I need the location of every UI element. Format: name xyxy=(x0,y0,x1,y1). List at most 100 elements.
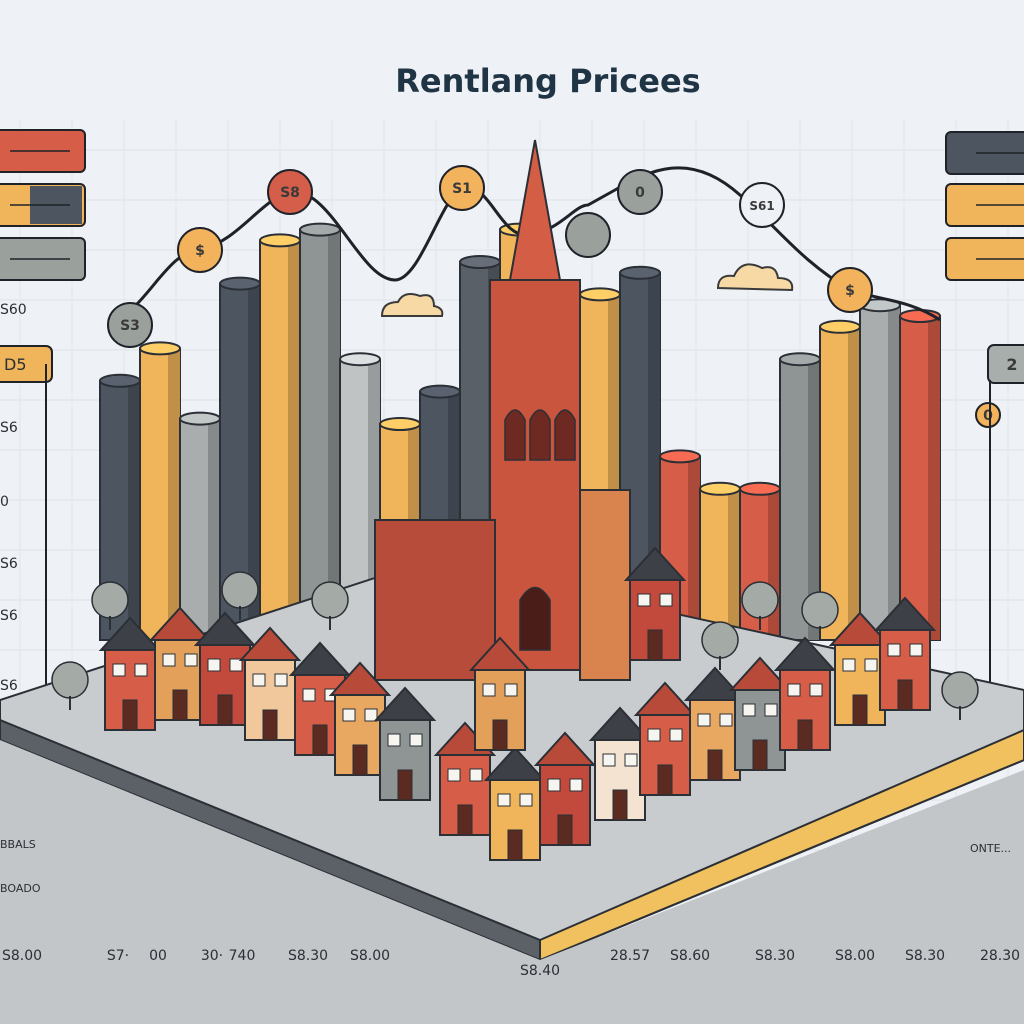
bar-top xyxy=(339,352,381,367)
bar-shade xyxy=(168,348,180,640)
house-window xyxy=(659,593,673,607)
house-window xyxy=(719,713,733,727)
house-window xyxy=(409,733,423,747)
house-roof xyxy=(238,626,302,661)
legend-swatch xyxy=(0,129,86,173)
price-marker-box xyxy=(987,344,1024,384)
house-window xyxy=(134,663,148,677)
cathedral-nave xyxy=(374,519,496,681)
tree-crown xyxy=(741,581,779,619)
legend-swatch xyxy=(945,183,1024,227)
price-marker: S1 xyxy=(439,165,485,211)
house-roof xyxy=(533,731,597,766)
house-window xyxy=(342,708,356,722)
x-tick-label: 28.30 xyxy=(980,948,1020,964)
town-scene xyxy=(0,139,1024,1024)
bar-top xyxy=(379,417,421,431)
house-window xyxy=(229,658,243,672)
house-door xyxy=(397,769,413,801)
cathedral-window xyxy=(504,409,526,461)
price-marker: $ xyxy=(177,227,223,273)
price-marker-circle xyxy=(975,402,1001,428)
x-tick-label: S8.60 xyxy=(670,948,710,964)
price-marker-label: S61 xyxy=(749,199,774,213)
price-marker-circle xyxy=(267,169,313,215)
house-door xyxy=(557,814,573,846)
bar-top xyxy=(739,481,781,496)
legend-swatch xyxy=(0,237,86,281)
house-door xyxy=(657,764,673,796)
tree xyxy=(221,571,259,620)
tree-crown xyxy=(91,581,129,619)
house-door xyxy=(122,699,138,731)
house-window xyxy=(112,663,126,677)
bar-top xyxy=(299,222,341,237)
cathedral xyxy=(374,139,631,681)
chart-title: Rentlang Pricees xyxy=(395,62,700,100)
house-roof xyxy=(483,746,547,781)
tree xyxy=(51,661,89,710)
house-roof xyxy=(773,636,837,671)
bar xyxy=(859,298,901,641)
house-roof xyxy=(468,636,532,671)
house-window xyxy=(162,653,176,667)
house-window xyxy=(569,778,583,792)
house-door xyxy=(897,679,913,711)
bar xyxy=(779,352,821,641)
cathedral-spire xyxy=(508,139,562,281)
legend-swatch xyxy=(0,183,86,227)
side-label: BBALS xyxy=(0,838,36,851)
house-window xyxy=(364,708,378,722)
tree xyxy=(941,671,979,720)
bar-top xyxy=(459,255,501,269)
price-marker: S3 xyxy=(107,302,153,348)
bar-top xyxy=(619,265,661,280)
price-marker-label: 0 xyxy=(983,408,993,424)
house-door xyxy=(457,804,473,836)
price-marker: S8 xyxy=(267,169,313,215)
bar-shade xyxy=(848,326,860,640)
bar-top xyxy=(99,373,141,388)
house-roof xyxy=(728,656,792,691)
right-legend xyxy=(945,131,1024,720)
house-window xyxy=(787,683,801,697)
cloud-icon xyxy=(716,263,794,292)
platform-right-edge xyxy=(539,728,1024,962)
house-roof xyxy=(193,611,257,646)
bar-shade xyxy=(208,418,220,640)
house-window xyxy=(274,673,288,687)
y-tick-label: S6 xyxy=(0,420,18,436)
legend-swatch xyxy=(945,131,1024,175)
house-window xyxy=(809,683,823,697)
tree-crown xyxy=(701,621,739,659)
bar xyxy=(819,319,861,641)
house-door xyxy=(612,789,628,821)
bar-shade xyxy=(808,359,820,640)
house-door xyxy=(507,829,523,861)
legend-badge-rect xyxy=(0,345,53,383)
price-marker: S61 xyxy=(739,182,785,228)
house-window xyxy=(637,593,651,607)
house-door xyxy=(707,749,723,781)
house-window xyxy=(497,793,511,807)
house-roof xyxy=(683,666,747,701)
house xyxy=(728,656,792,771)
house-door xyxy=(262,709,278,741)
tree-crown xyxy=(221,571,259,609)
bar xyxy=(899,309,941,641)
house xyxy=(533,731,597,846)
tree xyxy=(801,591,839,640)
tree xyxy=(311,581,349,630)
house-window xyxy=(647,728,661,742)
house-window xyxy=(909,643,923,657)
house-window xyxy=(519,793,533,807)
house-roof xyxy=(633,681,697,716)
house-window xyxy=(447,768,461,782)
house xyxy=(328,661,392,776)
price-line: S3 $ S8 S1 0 S61 $2 0 xyxy=(107,165,1024,428)
tree xyxy=(701,621,739,670)
house xyxy=(683,666,747,781)
x-tick-label: 740 xyxy=(229,948,256,964)
price-marker-label: $ xyxy=(845,283,855,299)
bar xyxy=(139,341,181,641)
